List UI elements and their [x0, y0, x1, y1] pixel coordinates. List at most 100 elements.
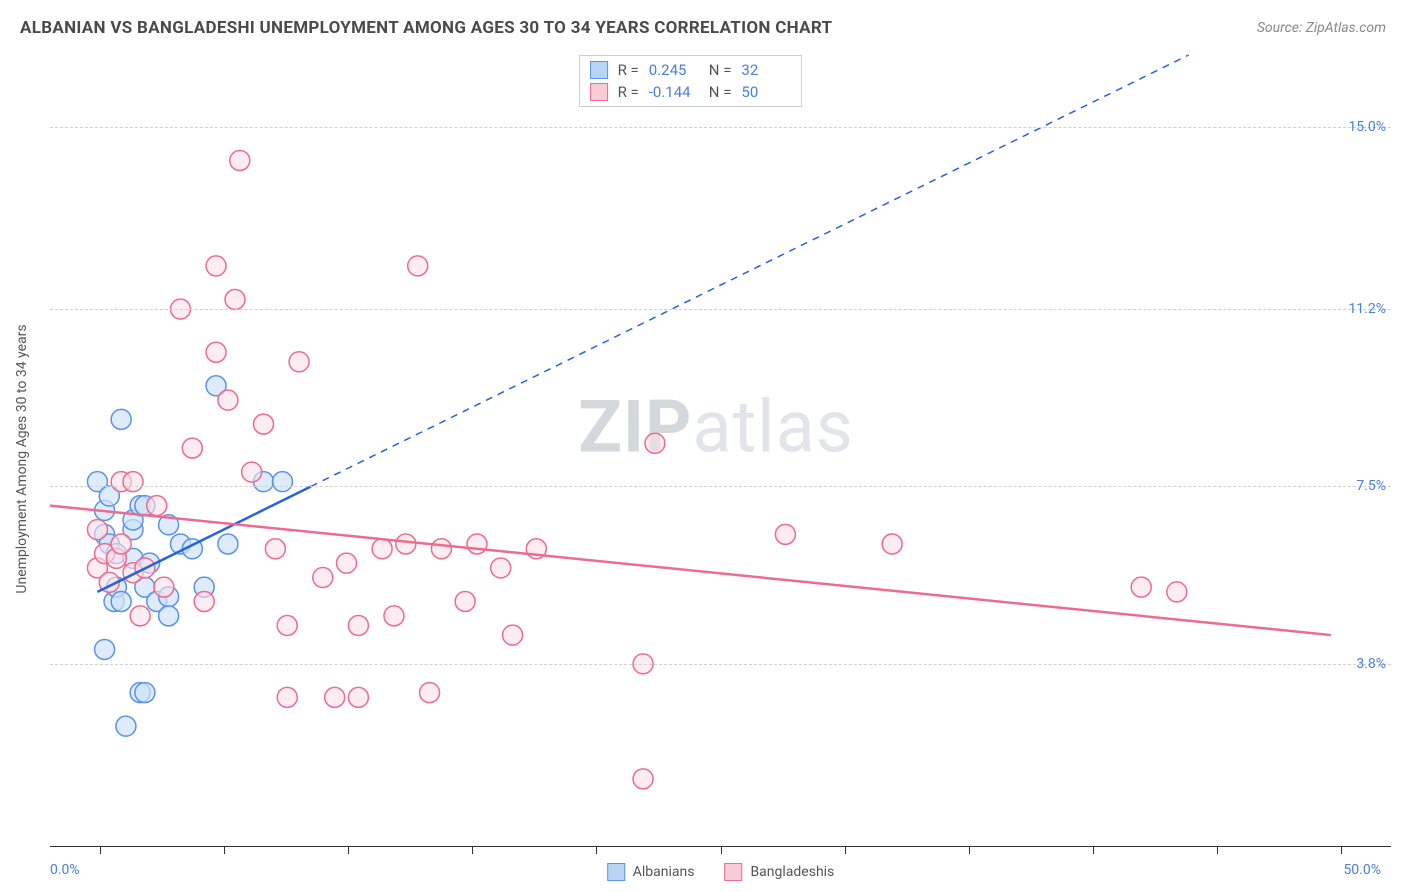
data-point-bangladeshis	[154, 577, 174, 597]
data-point-bangladeshis	[130, 606, 150, 626]
data-point-bangladeshis	[111, 534, 131, 554]
data-point-albanians	[95, 639, 115, 659]
x-tick	[845, 846, 846, 854]
legend-swatch	[724, 863, 742, 881]
correlation-legend-row: R = -0.144 N = 50	[590, 81, 792, 103]
n-value: 32	[741, 61, 791, 79]
legend-label: Albanians	[633, 864, 695, 880]
legend-swatch	[590, 61, 608, 79]
chart-title: ALBANIAN VS BANGLADESHI UNEMPLOYMENT AMO…	[20, 18, 832, 38]
data-point-bangladeshis	[337, 553, 357, 573]
r-value: 0.245	[649, 61, 699, 79]
x-tick	[969, 846, 970, 854]
data-point-bangladeshis	[87, 520, 107, 540]
n-label: N =	[709, 83, 732, 101]
data-point-bangladeshis	[348, 615, 368, 635]
data-point-bangladeshis	[206, 342, 226, 362]
data-point-bangladeshis	[775, 524, 795, 544]
data-point-bangladeshis	[467, 534, 487, 554]
plot-area: ZIPatlas R =0.245N =32R =-0.144N =50 3.8…	[50, 55, 1331, 846]
series-legend: Albanians Bangladeshis	[607, 863, 835, 881]
data-point-bangladeshis	[633, 769, 653, 789]
data-point-bangladeshis	[645, 433, 665, 453]
x-tick	[348, 846, 349, 854]
data-point-bangladeshis	[277, 687, 297, 707]
data-point-bangladeshis	[123, 472, 143, 492]
chart-header: ALBANIAN VS BANGLADESHI UNEMPLOYMENT AMO…	[0, 0, 1406, 46]
y-tick-label: 11.2%	[1348, 301, 1386, 317]
data-point-bangladeshis	[277, 615, 297, 635]
data-point-albanians	[159, 606, 179, 626]
data-point-bangladeshis	[194, 592, 214, 612]
data-point-bangladeshis	[289, 352, 309, 372]
x-tick	[721, 846, 722, 854]
x-tick	[1217, 846, 1218, 854]
x-axis-min-label: 0.0%	[50, 862, 80, 878]
source-attribution: Source: ZipAtlas.com	[1257, 20, 1386, 36]
grid-line	[50, 127, 1391, 128]
data-point-bangladeshis	[325, 687, 345, 707]
data-point-bangladeshis	[182, 438, 202, 458]
r-label: R =	[618, 61, 639, 79]
n-label: N =	[709, 61, 732, 79]
data-point-albanians	[111, 409, 131, 429]
x-tick	[224, 846, 225, 854]
data-point-bangladeshis	[313, 568, 333, 588]
data-point-bangladeshis	[1131, 577, 1151, 597]
albanian-trend-dashed	[311, 55, 1189, 486]
bangladeshi-trend-solid	[50, 506, 1331, 635]
correlation-legend-row: R = 0.245 N = 32	[590, 59, 792, 81]
data-point-bangladeshis	[1167, 582, 1187, 602]
source-prefix: Source:	[1257, 20, 1306, 36]
source-name: ZipAtlas.com	[1306, 20, 1386, 36]
r-label: R =	[618, 83, 639, 101]
y-tick-label: 3.8%	[1356, 656, 1386, 672]
x-tick	[1093, 846, 1094, 854]
x-tick	[100, 846, 101, 854]
scatter-plot-svg	[50, 55, 1331, 846]
grid-line	[50, 486, 1391, 487]
data-point-bangladeshis	[206, 256, 226, 276]
data-point-bangladeshis	[408, 256, 428, 276]
data-point-bangladeshis	[503, 625, 523, 645]
data-point-albanians	[218, 534, 238, 554]
data-point-bangladeshis	[396, 534, 416, 554]
data-point-bangladeshis	[265, 539, 285, 559]
data-point-bangladeshis	[230, 150, 250, 170]
correlation-legend-box: R = 0.245 N = 32 R = -0.144 N = 50	[579, 55, 803, 107]
r-value: -0.144	[649, 83, 699, 101]
data-point-bangladeshis	[491, 558, 511, 578]
y-tick-label: 7.5%	[1356, 478, 1386, 494]
data-point-albanians	[135, 683, 155, 703]
data-point-bangladeshis	[254, 414, 274, 434]
chart-container: Unemployment Among Ages 30 to 34 years Z…	[50, 55, 1391, 847]
data-point-bangladeshis	[348, 687, 368, 707]
legend-item: Albanians	[607, 863, 695, 881]
data-point-bangladeshis	[420, 683, 440, 703]
data-point-bangladeshis	[147, 496, 167, 516]
legend-swatch	[590, 83, 608, 101]
data-point-bangladeshis	[225, 289, 245, 309]
data-point-bangladeshis	[242, 462, 262, 482]
data-point-bangladeshis	[882, 534, 902, 554]
data-point-bangladeshis	[372, 539, 392, 559]
data-point-bangladeshis	[218, 390, 238, 410]
y-tick-label: 15.0%	[1348, 119, 1386, 135]
n-value: 50	[741, 83, 791, 101]
legend-item: Bangladeshis	[724, 863, 834, 881]
data-point-albanians	[111, 592, 131, 612]
grid-line	[50, 309, 1391, 310]
x-tick	[1341, 846, 1342, 854]
grid-line	[50, 664, 1391, 665]
data-point-albanians	[116, 716, 136, 736]
data-point-bangladeshis	[431, 539, 451, 559]
data-point-bangladeshis	[384, 606, 404, 626]
y-axis-label: Unemployment Among Ages 30 to 34 years	[14, 324, 30, 593]
legend-label: Bangladeshis	[750, 864, 834, 880]
x-axis-max-label: 50.0%	[1343, 862, 1381, 878]
data-point-albanians	[272, 472, 292, 492]
x-tick	[596, 846, 597, 854]
data-point-bangladeshis	[455, 592, 475, 612]
legend-swatch	[607, 863, 625, 881]
x-tick	[472, 846, 473, 854]
